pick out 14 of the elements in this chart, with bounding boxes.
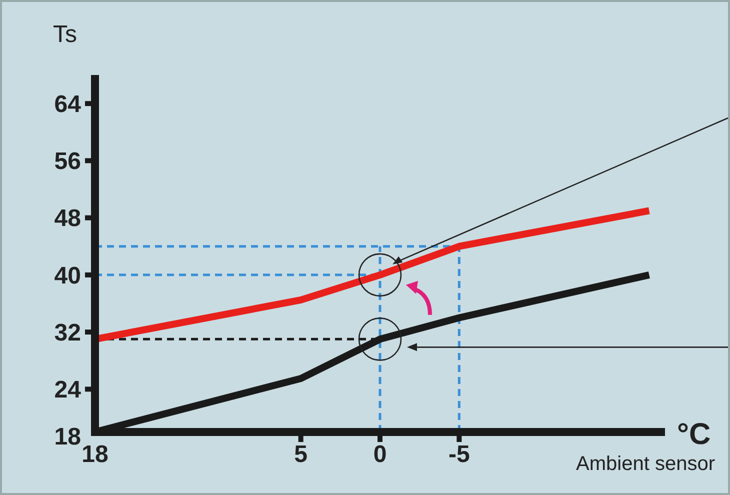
y-tick-label: 64 xyxy=(54,90,82,118)
x-tick-label: 0 xyxy=(373,441,387,468)
y-tick-label: 56 xyxy=(54,148,81,176)
y-tick-label: 24 xyxy=(54,376,82,404)
x-tick-label: 18 xyxy=(82,441,108,468)
text: Ambient sensor xyxy=(576,453,716,475)
y-tick-label: 32 xyxy=(54,319,81,346)
x-tick-label: 5 xyxy=(294,441,308,468)
x-tick-label: -5 xyxy=(448,441,470,468)
y-tick-label: 18 xyxy=(54,423,81,450)
y-axis-title: Ts xyxy=(53,21,77,48)
y-tick-label: 48 xyxy=(54,205,81,232)
y-tick-label: 40 xyxy=(54,262,81,290)
x-axis-title: °C xyxy=(677,418,711,451)
